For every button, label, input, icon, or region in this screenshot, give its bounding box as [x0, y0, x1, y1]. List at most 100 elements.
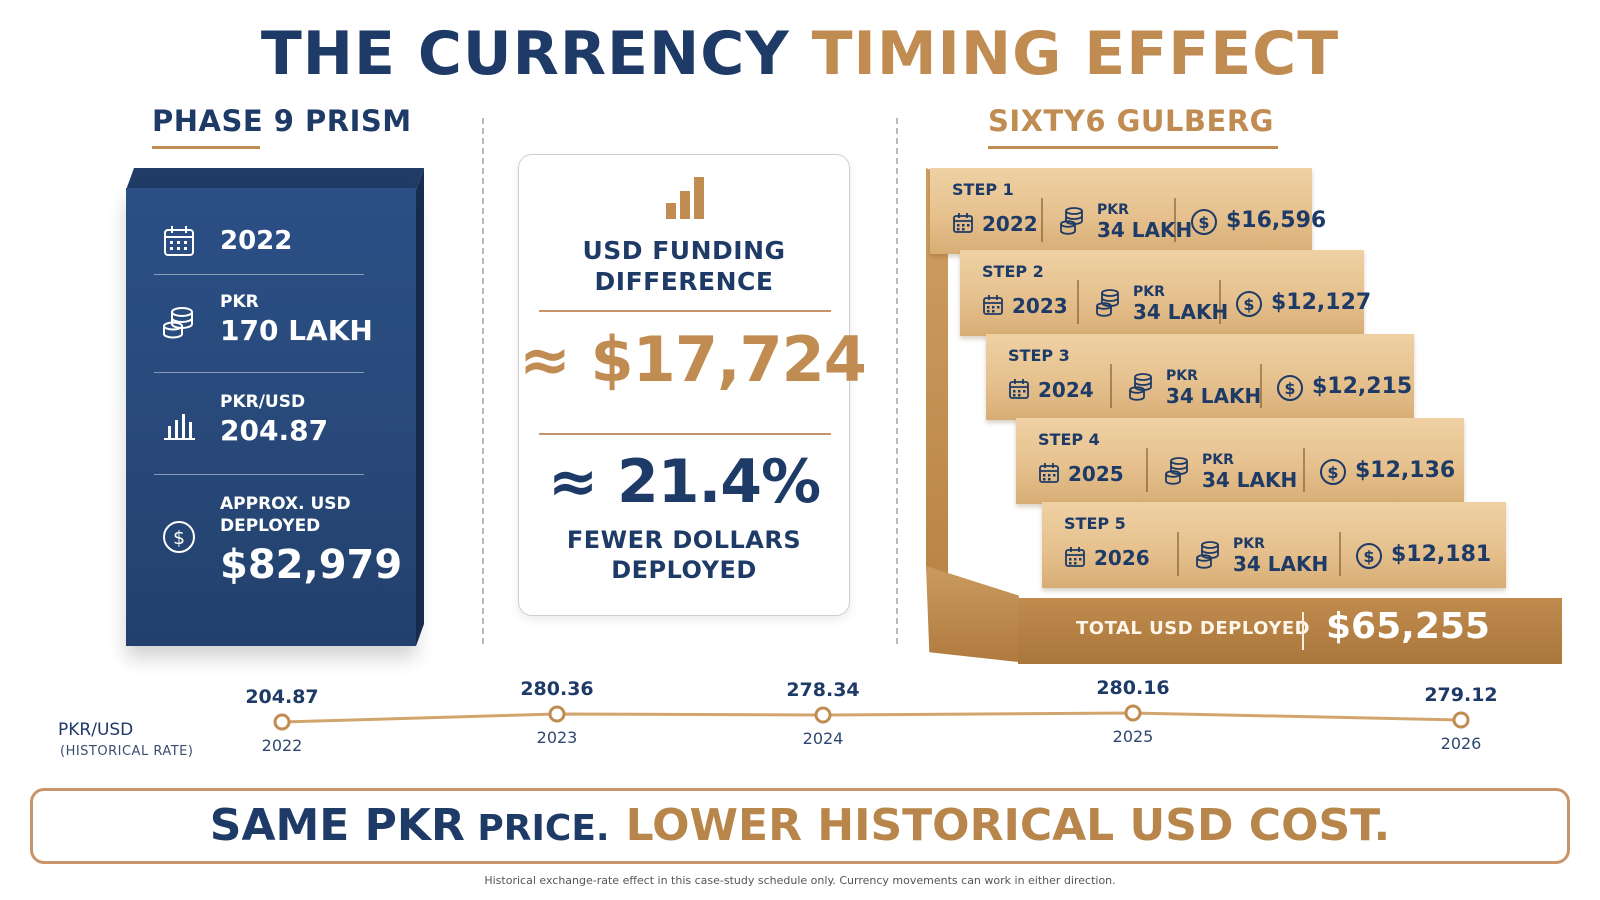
- timeline-year: 2023: [536, 728, 578, 747]
- left-rate-label: PKR/USD: [220, 392, 306, 412]
- divider: [539, 310, 831, 312]
- mid-title-line-2: DIFFERENCE: [594, 267, 774, 296]
- coins-icon: [1059, 206, 1085, 236]
- banner-part-3: LOWER HISTORICAL USD COST.: [625, 800, 1391, 851]
- left-row-rate: PKR/USD 204.87: [154, 386, 364, 466]
- summary-banner: SAME PKR PRICE. LOWER HISTORICAL USD COST…: [30, 788, 1570, 864]
- svg-text:$: $: [1198, 213, 1209, 232]
- left-row-usd: $ APPROX. USD DEPLOYED $82,979: [154, 490, 402, 610]
- timeline-point: [273, 713, 291, 731]
- left-heading-underline: [152, 146, 260, 149]
- step-pkr-label: PKR: [1166, 368, 1198, 384]
- left-usd-label-2: DEPLOYED: [220, 516, 321, 536]
- step-2: STEP 2 2023 PKR 34 LAKH $ $12,127: [960, 250, 1371, 336]
- step-label: STEP 3: [1008, 346, 1070, 365]
- step-3: STEP 3 2024 PKR 34 LAKH $ $12,215: [986, 334, 1414, 420]
- step-label: STEP 5: [1064, 514, 1126, 533]
- calendar-icon: [1064, 546, 1086, 568]
- divider: [1041, 198, 1043, 242]
- timeline-sublabel: (HISTORICAL RATE): [60, 744, 194, 759]
- step-pkr-amount: 34 LAKH: [1233, 552, 1329, 576]
- step-usd-amount: $12,127: [1271, 290, 1372, 315]
- divider: [154, 474, 364, 475]
- title-part-gold: TIMING EFFECT: [811, 19, 1340, 89]
- banner-part-2: PRICE.: [464, 808, 610, 849]
- svg-text:$: $: [1243, 295, 1254, 314]
- divider: [1177, 532, 1179, 576]
- step-year: 2022: [982, 212, 1038, 236]
- calendar-icon: [1008, 378, 1030, 400]
- step-pkr-label: PKR: [1233, 536, 1265, 552]
- disclaimer: Historical exchange-rate effect in this …: [484, 874, 1116, 887]
- divider: [1077, 280, 1079, 324]
- left-row-pkr: PKR 170 LAKH: [154, 286, 373, 366]
- timeline-rate: 280.16: [1096, 677, 1170, 699]
- usd-difference-value: ≈ $17,724: [519, 323, 867, 396]
- left-pkr-value: 170 LAKH: [220, 314, 373, 347]
- dollar-circle-icon: $: [163, 521, 195, 553]
- step-1: STEP 1 2022 PKR 34 LAKH $ $16,596: [930, 168, 1326, 254]
- step-pkr-label: PKR: [1133, 284, 1165, 300]
- timeline-year: 2022: [261, 736, 303, 755]
- block-front-face: 2022 PKR 170 LAKH PKR/U: [126, 188, 416, 646]
- coins-icon: [1195, 540, 1221, 570]
- page-title: THE CURRENCY TIMING EFFECT: [0, 14, 1600, 94]
- timeline-year: 2024: [802, 729, 844, 748]
- mid-subtitle: FEWER DOLLARS DEPLOYED: [519, 525, 849, 585]
- step-pkr-amount: 34 LAKH: [1133, 300, 1229, 324]
- mid-title: USD FUNDING DIFFERENCE: [519, 235, 849, 297]
- left-pkr-label: PKR: [220, 292, 259, 312]
- calendar-icon: [982, 294, 1004, 316]
- divider: [1302, 612, 1304, 650]
- svg-text:$: $: [1284, 379, 1295, 398]
- step-label: STEP 1: [952, 180, 1014, 199]
- step-4: STEP 4 2025 PKR 34 LAKH $ $12,136: [1016, 418, 1464, 504]
- dollar-circle-icon: $: [1235, 290, 1263, 318]
- dollar-circle-icon: $: [1276, 374, 1304, 402]
- step-pkr-amount: 34 LAKH: [1166, 384, 1262, 408]
- calendar-icon: [164, 226, 194, 256]
- mid-title-line-1: USD FUNDING: [582, 236, 786, 265]
- timeline-rate: 204.87: [245, 686, 319, 708]
- divider: [1303, 448, 1305, 492]
- right-heading: SIXTY6 GULBERG: [988, 104, 1274, 138]
- timeline-point: [1452, 711, 1470, 729]
- dashed-divider-right: [896, 118, 898, 644]
- block-top-face: [126, 168, 424, 190]
- left-heading: PHASE 9 PRISM: [152, 104, 412, 138]
- percent-difference-value: ≈ 21.4%: [547, 447, 821, 517]
- left-row-year: 2022: [154, 218, 364, 268]
- stairs-side-face: [926, 168, 948, 588]
- step-label: STEP 2: [982, 262, 1044, 281]
- right-heading-underline: [988, 146, 1278, 149]
- step-pkr-amount: 34 LAKH: [1202, 468, 1298, 492]
- timeline-point: [814, 706, 832, 724]
- divider: [1219, 280, 1221, 324]
- divider: [1260, 364, 1262, 408]
- divider: [1339, 532, 1341, 576]
- step-year: 2025: [1068, 462, 1124, 486]
- left-rate-value: 204.87: [220, 414, 329, 447]
- total-value: $65,255: [1326, 606, 1490, 647]
- coins-icon: [1128, 372, 1154, 402]
- divider: [1110, 364, 1112, 408]
- step-pkr-amount: 34 LAKH: [1097, 218, 1193, 242]
- timeline-point: [1124, 704, 1142, 722]
- divider: [154, 372, 364, 373]
- step-year: 2024: [1038, 378, 1094, 402]
- bar-chart-icon: [666, 177, 704, 219]
- svg-text:$: $: [1363, 547, 1374, 566]
- step-pkr-label: PKR: [1202, 452, 1234, 468]
- divider: [1146, 448, 1148, 492]
- usd-difference-card: USD FUNDING DIFFERENCE ≈ $17,724 ≈ 21.4%…: [518, 154, 867, 616]
- left-year: 2022: [220, 226, 293, 256]
- timeline-year: 2026: [1440, 734, 1482, 753]
- block-side-face: [416, 168, 424, 646]
- calendar-icon: [952, 212, 974, 234]
- dollar-circle-icon: $: [1190, 208, 1218, 236]
- timeline-year: 2025: [1112, 727, 1154, 746]
- timeline-line: [273, 704, 1470, 731]
- dollar-circle-icon: $: [1319, 458, 1347, 486]
- timeline-label: PKR/USD: [58, 720, 134, 740]
- timeline-rate: 278.34: [786, 679, 860, 701]
